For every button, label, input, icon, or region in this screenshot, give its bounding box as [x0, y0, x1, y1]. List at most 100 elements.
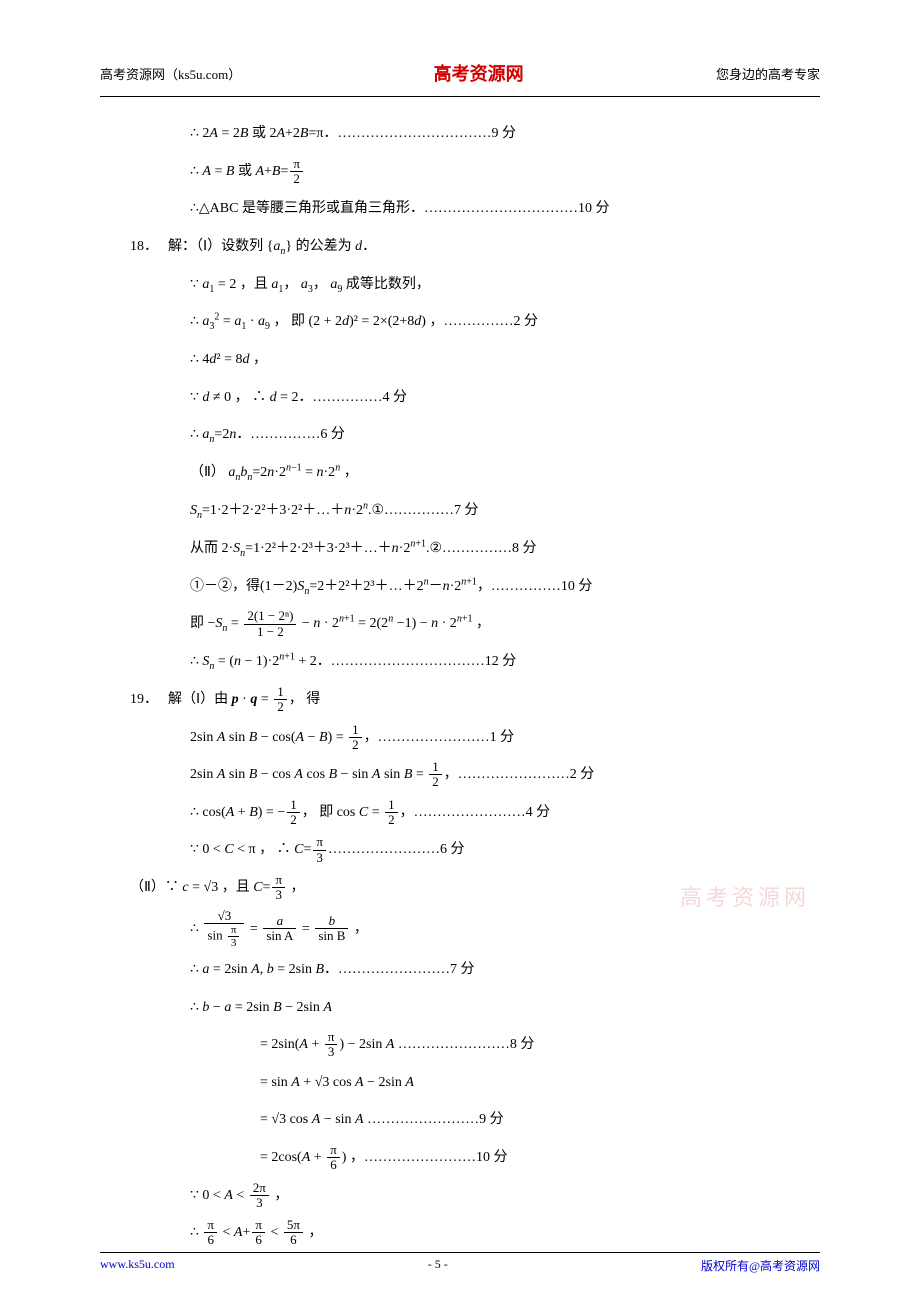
math-line: = sin A + √3 cos A − 2sin A	[130, 1066, 820, 1100]
text: − 2sin	[364, 1075, 406, 1090]
fraction: 2(1 − 2ⁿ)1 − 2	[244, 609, 296, 639]
fraction: 5π6	[284, 1218, 303, 1248]
text: =	[412, 767, 427, 782]
text: ·	[239, 692, 251, 707]
numerator: √3	[204, 909, 244, 924]
text: − cos(	[257, 730, 295, 745]
text: sin	[225, 767, 248, 782]
text: = 2sin(	[260, 1037, 299, 1052]
text: =	[250, 921, 261, 936]
text: =	[368, 805, 383, 820]
math-line: （Ⅱ） anbn=2n·2n−1 = n·2n ，	[130, 456, 820, 490]
text: +	[234, 805, 249, 820]
text: ∴	[190, 314, 202, 329]
numerator: π	[228, 924, 240, 937]
text: − sin	[320, 1112, 355, 1127]
math-line: ∵ d ≠ 0 ， ∴ d = 2．……………4 分	[130, 381, 820, 415]
text: =2	[214, 427, 229, 442]
text: ∵	[190, 390, 202, 405]
math-line: 2sin A sin B − cos A cos B − sin A sin B…	[130, 758, 820, 792]
text: · 2	[438, 616, 457, 631]
text: } 的公差为	[285, 239, 355, 254]
text: ，……………10 分	[477, 579, 593, 594]
math-line: ∵ 0 < C < π ， ∴ C=π3……………………6 分	[130, 833, 820, 867]
text: ．……………………7 分	[324, 962, 475, 977]
text: =	[302, 465, 317, 480]
math-line: ①－②，得(1－2)Sn=2＋2²＋2³＋…＋2n－n·2n+1，……………10…	[130, 570, 820, 604]
math-line: ∴ 2A = 2B 或 2A+2B=π．……………………………9 分	[130, 117, 820, 151]
text: =	[302, 921, 313, 936]
text: = 2	[218, 126, 240, 141]
numerator: 2π	[250, 1181, 269, 1196]
text: = 2cos(	[260, 1150, 302, 1165]
text: sin	[380, 767, 403, 782]
denominator: 2	[385, 813, 398, 827]
text: sin	[207, 927, 222, 942]
denominator: 3	[250, 1196, 269, 1210]
footer-rule	[100, 1252, 820, 1253]
text: =	[280, 164, 288, 179]
math-line: ∴ a = 2sin A, b = 2sin B．……………………7 分	[130, 953, 820, 987]
denominator: sin B	[315, 929, 348, 943]
text: +	[310, 1150, 325, 1165]
header-right: 您身边的高考专家	[716, 64, 820, 83]
text: +2	[285, 126, 300, 141]
text: = sin	[260, 1075, 291, 1090]
fraction: 12	[385, 798, 398, 828]
math-line: ∴ 4d² = 8d ，	[130, 343, 820, 377]
text: ，	[313, 277, 331, 292]
text: <	[233, 1188, 248, 1203]
text: −	[298, 616, 313, 631]
numerator: π	[313, 835, 326, 850]
numerator: π	[252, 1218, 265, 1233]
text: cos	[303, 767, 329, 782]
content: ∴ 2A = 2B 或 2A+2B=π．……………………………9 分 ∴ A =…	[100, 117, 820, 1250]
math-line: 从而 2·Sn=1·2²＋2·2³＋3·2³＋…＋n·2n+1.②……………8 …	[130, 532, 820, 566]
fraction: π3	[272, 873, 285, 903]
numerator: π	[327, 1143, 340, 1158]
math-line: ∴ an=2n．……………6 分	[130, 418, 820, 452]
denominator: sin A	[263, 929, 296, 943]
math-line: ∴ a32 = a1 · a9 ， 即 (2 + 2d)² = 2×(2+8d)…	[130, 305, 820, 339]
text: ∴ 2	[190, 126, 209, 141]
text: ，	[250, 352, 268, 367]
text: sin	[225, 730, 248, 745]
header-rule	[100, 96, 820, 97]
text: 从而 2·	[190, 541, 233, 556]
text: ，	[283, 277, 301, 292]
text: ∵	[190, 277, 202, 292]
text: ，	[354, 921, 368, 936]
text: ， 即 (2 + 2	[270, 314, 342, 329]
text: =	[303, 842, 311, 857]
denominator: 3	[313, 851, 326, 865]
text: ∴	[190, 1225, 202, 1240]
denominator: 3	[272, 888, 285, 902]
page: 高考资源网（ks5u.com） 高考资源网 您身边的高考专家 ∴ 2A = 2B…	[0, 0, 920, 1304]
text: ，……………………1 分	[364, 730, 515, 745]
text: =1·2＋2·2²＋3·2²＋…＋	[202, 503, 344, 518]
text: − 1)·2	[241, 654, 279, 669]
fraction: π2	[290, 157, 303, 187]
text: · 2	[320, 616, 339, 631]
question-19: 19．解（Ⅰ）由 p · q = 12， 得	[130, 683, 820, 717]
text: ，……………………4 分	[400, 805, 551, 820]
text: ≠ 0 ， ∴	[209, 390, 269, 405]
text: ) ，……………………10 分	[342, 1150, 508, 1165]
text: ·2	[324, 465, 336, 480]
text: =	[219, 314, 234, 329]
text: ·2	[351, 503, 363, 518]
text: −1) −	[393, 616, 431, 631]
text: ∴△ABC 是等腰三角形或直角三角形．……………………………10 分	[190, 201, 609, 216]
text: = √3 ，且	[189, 880, 254, 895]
numerator: 1	[349, 723, 362, 738]
text: ² = 8	[216, 352, 242, 367]
text: =	[227, 616, 242, 631]
page-number: - 5 -	[428, 1257, 448, 1274]
text: = 2sin	[274, 962, 316, 977]
denominator: 1 − 2	[244, 625, 296, 639]
text: ·2	[274, 465, 286, 480]
text: ·	[246, 314, 258, 329]
math-line: ∴ cos(A + B) = −12， 即 cos C = 12，……………………	[130, 796, 820, 830]
text: ∴	[190, 427, 202, 442]
text: ) − 2sin	[339, 1037, 385, 1052]
